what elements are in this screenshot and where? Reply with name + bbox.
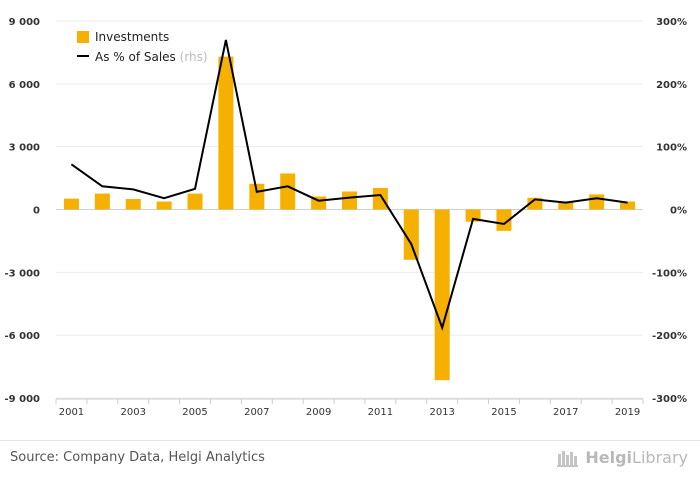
y-right-tick-label: 100%: [656, 143, 687, 154]
legend-label-investments: Investments: [95, 30, 169, 44]
line-series-sales-ratio: [70, 39, 628, 331]
footer-divider: [0, 440, 700, 441]
legend: Investments As % of Sales (rhs): [77, 30, 208, 64]
x-axis: 2001 2003 2005 2007 2009 2011 2013 2015 2017 2019: [55, 398, 644, 418]
brand-logo: HelgiLibrary: [557, 448, 688, 467]
x-tick-label: 2009: [306, 407, 331, 418]
y-axis-left: 9 000 6 000 3 000 0 -3 000 -6 000 -9 000: [5, 17, 41, 405]
x-tick-label: 2017: [553, 407, 578, 418]
bar-series: [63, 56, 636, 381]
investments-chart: 2001 2003 2005 2007 2009 2011 2013 2015 2017 2019…: [5, 17, 687, 418]
brand-name-part1: Helgi: [585, 448, 633, 467]
bar-investments: [496, 209, 512, 231]
bar-investments: [372, 187, 388, 210]
x-tick-label: 2001: [59, 407, 84, 418]
brand-name-part2: Library: [632, 448, 688, 467]
legend-label-rhs-note: (rhs): [180, 50, 208, 64]
grid-lines: [56, 20, 643, 399]
bar-investments: [434, 209, 450, 381]
y-left-tick-label: -3 000: [5, 268, 41, 279]
x-tick-label: 2015: [491, 407, 516, 418]
bar-investments: [94, 193, 110, 210]
legend-label-sales-ratio-text: As % of Sales: [95, 50, 176, 64]
bar-investments: [403, 209, 419, 260]
y-right-tick-label: 200%: [656, 80, 687, 91]
y-right-tick-label: -300%: [652, 394, 687, 405]
bar-investments: [156, 201, 172, 210]
y-right-tick-label: -100%: [652, 268, 687, 279]
y-right-tick-label: -200%: [652, 331, 687, 342]
y-left-tick-label: -6 000: [5, 331, 41, 342]
y-left-tick-label: 9 000: [9, 17, 40, 28]
bar-investments: [249, 183, 265, 210]
y-axis-right: 300% 200% 100% 0% -100% -200% -300%: [652, 17, 687, 405]
bar-investments: [280, 173, 296, 210]
x-tick-label: 2007: [244, 407, 269, 418]
source-note: Source: Company Data, Helgi Analytics: [10, 450, 265, 465]
bar-investments: [527, 197, 543, 210]
bar-investments: [218, 56, 234, 210]
x-tick-label: 2005: [182, 407, 207, 418]
y-right-tick-label: 300%: [656, 17, 687, 28]
brand-name: HelgiLibrary: [585, 448, 688, 467]
library-books-icon: [557, 450, 579, 467]
legend-label-sales-ratio: As % of Sales (rhs): [95, 50, 208, 64]
x-tick-label: 2019: [615, 407, 640, 418]
y-left-tick-label: 3 000: [9, 143, 40, 154]
bar-investments: [620, 201, 636, 210]
bar-investments: [558, 201, 574, 210]
bar-investments: [125, 199, 141, 210]
x-tick-label: 2003: [121, 407, 146, 418]
legend-swatch-investments: [77, 31, 89, 43]
bar-investments: [589, 194, 605, 210]
bar-investments: [342, 191, 357, 210]
x-tick-label: 2011: [368, 407, 393, 418]
bar-investments: [63, 198, 79, 210]
y-left-tick-label: -9 000: [5, 394, 41, 405]
y-right-tick-label: 0%: [670, 206, 687, 217]
y-left-tick-label: 6 000: [9, 80, 40, 91]
x-tick-label: 2013: [429, 407, 454, 418]
bar-investments: [187, 193, 203, 210]
y-left-tick-label: 0: [33, 206, 40, 217]
